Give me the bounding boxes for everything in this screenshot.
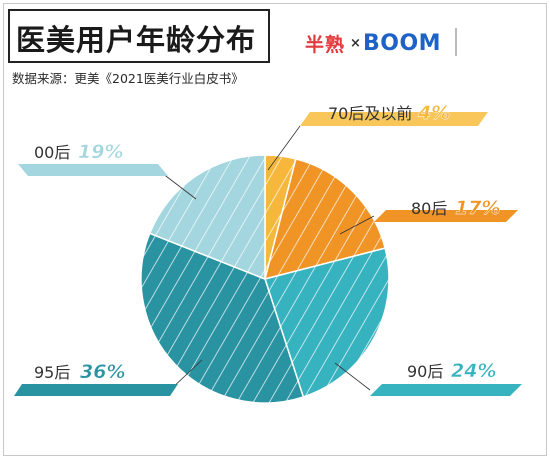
page-title: 医美用户年龄分布 xyxy=(16,23,257,57)
slice-percent-label: 36% xyxy=(80,361,125,383)
slice-callout-3: 95后 36% xyxy=(14,359,203,396)
slice-percent-label: 19% xyxy=(78,141,123,163)
slice-label: 90后 xyxy=(407,362,443,381)
slice-percent-label: 24% xyxy=(451,360,496,382)
callout-band xyxy=(370,384,522,396)
logo-separator: × xyxy=(350,35,361,51)
callout-leader-line xyxy=(267,125,301,171)
slice-callout-1: 80后 17% xyxy=(339,197,518,235)
slice-label: 95后 xyxy=(34,363,70,382)
slice-label: 80后 xyxy=(411,199,447,218)
brand-logo-banshu: 半熟 xyxy=(305,33,346,56)
pie-slice-hatch-4 xyxy=(148,154,266,281)
pie-slice-hatch-3 xyxy=(140,232,305,404)
callout-leader-line xyxy=(339,215,375,235)
slice-label: 00后 xyxy=(34,143,70,162)
callout-band xyxy=(18,164,168,176)
pie-slice-hatch-2 xyxy=(264,247,390,398)
slice-percent-label: 17% xyxy=(455,197,500,219)
pie-slice-2 xyxy=(264,247,390,398)
slice-percent-label: 4% xyxy=(417,102,450,124)
logo-divider xyxy=(455,28,457,56)
outer-frame xyxy=(3,3,547,456)
brand-logo-boom: BOOM xyxy=(363,30,442,56)
callout-band xyxy=(300,112,488,126)
slice-callout-2: 90后 24% xyxy=(334,360,522,396)
pie-slice-1 xyxy=(263,157,387,281)
callout-band xyxy=(14,384,178,396)
pie-slice-3 xyxy=(140,232,305,404)
callout-band xyxy=(374,210,518,222)
pie-slice-hatch-1 xyxy=(263,157,387,281)
data-source: 数据来源：更美《2021医美行业白皮书》 xyxy=(12,71,244,86)
pie-slice-4 xyxy=(148,154,266,281)
callout-leader-line xyxy=(334,362,371,391)
title-box xyxy=(8,9,270,63)
slice-callout-0: 70后及以前 4% xyxy=(267,102,488,171)
slice-callout-4: 00后 19% xyxy=(18,141,197,200)
slice-label: 70后及以前 xyxy=(328,104,412,123)
